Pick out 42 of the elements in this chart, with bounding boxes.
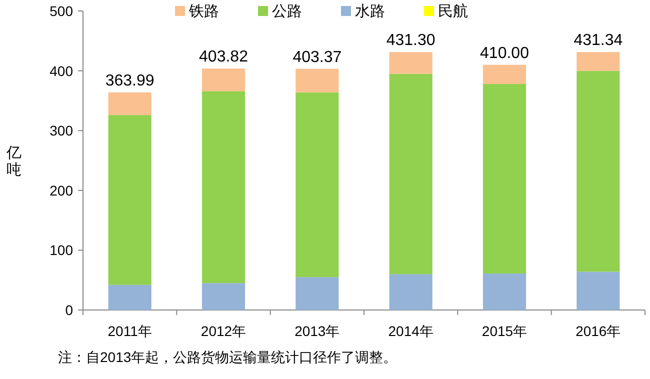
x-tick-label: 2011年 xyxy=(108,323,152,339)
y-tick-label: 0 xyxy=(65,302,74,318)
total-label: 403.37 xyxy=(292,48,342,66)
bar xyxy=(482,274,526,310)
bar xyxy=(576,52,620,71)
bar xyxy=(576,272,620,310)
bar xyxy=(108,92,152,116)
bar xyxy=(482,84,526,274)
bar xyxy=(389,74,432,274)
x-tick-label: 2013年 xyxy=(294,323,340,339)
legend-label: 水路 xyxy=(355,3,385,20)
bar xyxy=(296,68,339,92)
legend-label: 铁路 xyxy=(188,3,219,20)
legend-label: 民航 xyxy=(438,3,468,20)
x-tick-label: 2012年 xyxy=(200,323,246,339)
total-label: 363.99 xyxy=(105,72,154,90)
bar xyxy=(296,92,339,278)
x-tick-label: 2015年 xyxy=(482,323,528,339)
bar xyxy=(202,68,246,92)
bar xyxy=(482,64,526,84)
y-tick-label: 300 xyxy=(50,122,74,139)
total-label: 431.30 xyxy=(386,32,436,50)
legend-label: 公路 xyxy=(272,3,302,20)
y-tick-label: 100 xyxy=(50,242,74,258)
bar xyxy=(108,115,152,285)
bar xyxy=(389,274,432,310)
y-axis-title: 亿吨 xyxy=(6,144,22,178)
bar xyxy=(296,277,339,310)
total-label: 410.00 xyxy=(480,44,530,62)
x-tick-label: 2014年 xyxy=(388,323,434,339)
y-tick-label: 400 xyxy=(50,62,74,79)
y-tick-label: 200 xyxy=(50,182,74,198)
bar xyxy=(576,70,620,272)
total-label: 403.82 xyxy=(199,48,248,66)
bar xyxy=(389,52,432,74)
bar xyxy=(202,283,246,310)
text: 注：自2013年起，公路货物运输量统计口径作了调整。 xyxy=(58,349,398,365)
x-tick-label: 2016年 xyxy=(576,323,621,339)
y-tick-label: 500 xyxy=(50,3,74,19)
bar xyxy=(108,284,152,310)
total-label: 431.34 xyxy=(574,32,623,50)
bar xyxy=(202,91,246,284)
